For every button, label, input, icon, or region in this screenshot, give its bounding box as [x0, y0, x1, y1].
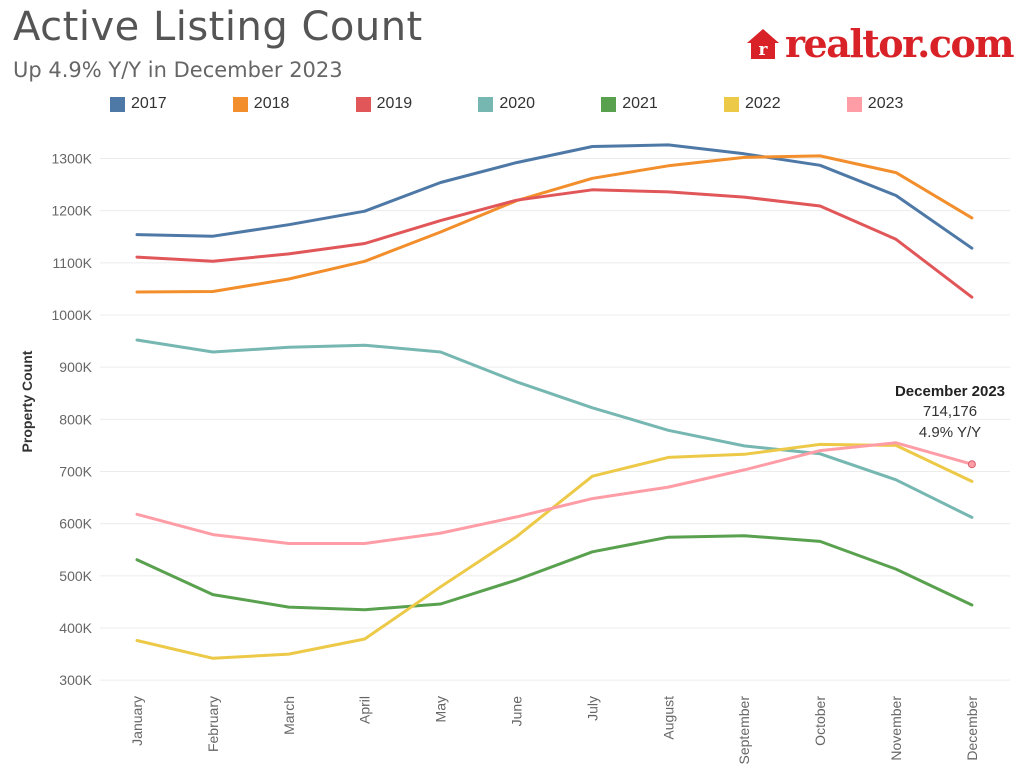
y-tick-label: 900K [59, 359, 92, 375]
y-tick-label: 700K [59, 463, 92, 479]
chart-title: Active Listing Count [13, 4, 423, 50]
x-tick-label: January [129, 696, 145, 746]
series-line-2017 [135, 143, 974, 250]
legend-swatch [846, 96, 862, 112]
x-tick-label: May [433, 696, 449, 722]
y-axis-label: Property Count [19, 350, 35, 452]
x-tick-label: August [660, 696, 676, 740]
x-tick-label: September [736, 696, 752, 765]
legend-item-2022: 2022 [724, 95, 781, 113]
x-tick-label: December [964, 696, 980, 761]
annotation-change: 4.9% Y/Y [919, 424, 981, 441]
y-tick-label: 1100K [53, 255, 93, 271]
legend-item-2018: 2018 [232, 95, 290, 113]
y-tick-label: 500K [59, 568, 92, 584]
x-tick-label: February [205, 696, 221, 752]
legend-label: 2017 [131, 95, 167, 112]
y-tick-label: 400K [59, 620, 92, 636]
y-tick-label: 1000K [52, 307, 93, 323]
series-line-2020 [135, 338, 974, 519]
legend-swatch [110, 96, 125, 112]
series-line-2019 [135, 188, 974, 299]
series-line-2018 [135, 154, 974, 294]
legend-label: 2022 [745, 95, 781, 112]
y-tick-label: 300K [59, 672, 92, 688]
annotation-point [967, 460, 976, 469]
legend-item-2019: 2019 [355, 95, 413, 113]
annotation-value: 714,176 [923, 403, 977, 420]
y-tick-label: 600K [59, 516, 92, 532]
realtor-logo: r realtor.com [745, 21, 1015, 66]
y-tick-label: 800K [59, 411, 92, 427]
legend-item-2021: 2021 [601, 95, 658, 113]
chart-legend: 2017 2018 2019 2020 2021 2022 2023 [110, 95, 930, 117]
series-line-2021 [135, 534, 974, 612]
legend-item-2023: 2023 [846, 95, 904, 113]
x-tick-label: July [584, 696, 600, 721]
legend-swatch [232, 96, 248, 112]
annotation-title: December 2023 [895, 383, 1005, 400]
legend-label: 2021 [622, 95, 658, 112]
chart-subtitle: Up 4.9% Y/Y in December 2023 [13, 58, 343, 82]
legend-swatch [724, 96, 739, 112]
legend-label: 2018 [253, 95, 290, 112]
x-tick-label: November [888, 696, 904, 761]
svg-text:r: r [759, 40, 769, 60]
legend-swatch [601, 96, 617, 112]
y-tick-label: 1300K [52, 150, 93, 166]
x-tick-label: October [812, 696, 828, 746]
series-line-2023 [135, 441, 974, 545]
legend-swatch [478, 96, 494, 112]
legend-label: 2019 [376, 95, 413, 112]
legend-item-2017: 2017 [110, 95, 167, 113]
legend-label: 2020 [499, 95, 535, 112]
y-tick-label: 1200K [52, 203, 93, 219]
legend-swatch [355, 96, 371, 112]
legend-label: 2023 [867, 95, 904, 112]
x-tick-label: June [509, 696, 525, 727]
house-icon: r [747, 29, 779, 60]
x-tick-label: April [357, 696, 373, 724]
x-tick-label: March [281, 696, 297, 735]
logo-wordmark: realtor.com [785, 21, 1015, 66]
legend-item-2020: 2020 [478, 95, 535, 113]
